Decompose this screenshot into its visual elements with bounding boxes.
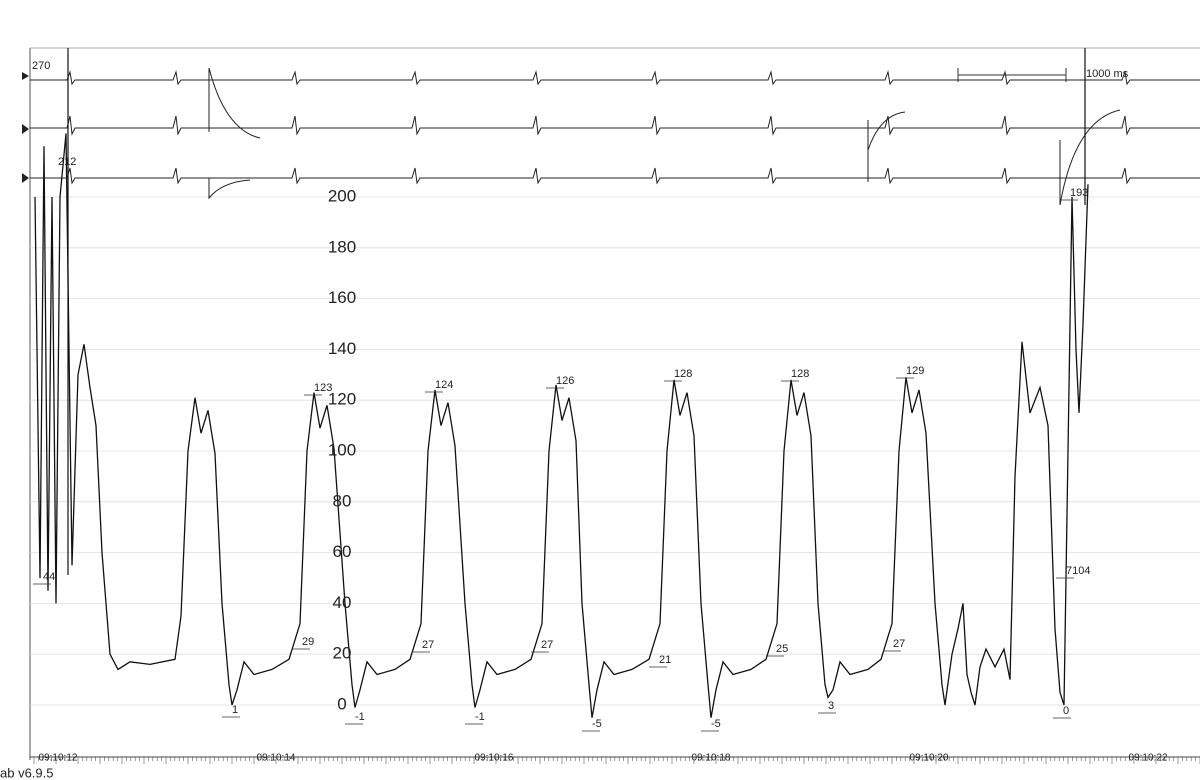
measurement: -5 [592,718,602,730]
measurement: 27 [422,639,434,651]
time-label: 09:10:16 [475,753,514,764]
measurement: 123 [314,382,332,394]
measurement: 3 [828,700,834,712]
traces [30,48,1200,718]
measurement: 1 [232,704,238,716]
time-label: 09:10:14 [257,753,296,764]
measurement: 44 [43,571,55,583]
ecg-trace [30,70,1200,86]
measurement: 193 [1070,187,1088,199]
channel-markers [22,72,29,183]
measurement: 27 [541,639,553,651]
scale-label: 80 [333,491,352,510]
measurement: 0 [1063,705,1069,717]
measurement: 126 [556,375,574,387]
scale-label: 140 [328,339,356,358]
scale-label: 160 [328,288,356,307]
time-label: 09:10:12 [39,753,78,764]
time-label: 09:10:18 [692,753,731,764]
channel-label: 270 [32,60,50,72]
measurement: 7104 [1066,565,1090,577]
measurement: -5 [711,718,721,730]
scale-label: 0 [337,694,346,713]
scale-label: 20 [333,644,352,663]
measurement: 128 [674,368,692,380]
ruler-ticks [33,757,1200,764]
measurement: 128 [791,368,809,380]
scale-label: 120 [328,390,356,409]
scale-label: 180 [328,237,356,256]
scale-label: 100 [328,440,356,459]
measurement: 25 [776,643,788,655]
measurement: -1 [475,711,485,723]
scale-bar [957,68,1067,82]
scale-label: 200 [328,186,356,205]
measurement: 129 [906,365,924,377]
measurement: 27 [893,638,905,650]
time-label: 09:10:20 [910,753,949,764]
scale-label: 60 [333,542,352,561]
time-label: 09:10:22 [1129,753,1168,764]
measurement: -1 [355,711,365,723]
scale-label: 40 [333,593,352,612]
ecg-artifact [208,67,1121,206]
channel-label: 212 [58,156,76,168]
measurement: 21 [659,654,671,666]
ecg-trace [30,167,1200,185]
measurement: 29 [302,636,314,648]
measurement: 124 [435,379,453,391]
pressure-trace [34,133,1089,718]
channel-label: 1000 ms [1086,68,1129,80]
footer: ab v6.9.5 [0,765,54,780]
ecg-trace [30,115,1200,136]
